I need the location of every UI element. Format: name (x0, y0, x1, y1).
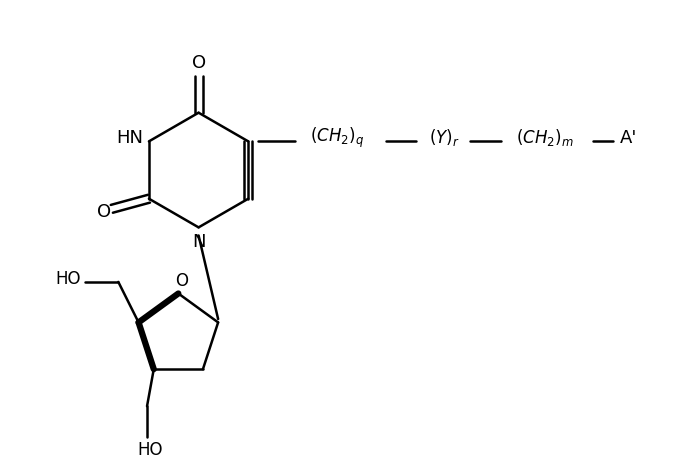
Text: $(CH_2)_m$: $(CH_2)_m$ (516, 127, 573, 149)
Text: O: O (192, 55, 205, 73)
Text: O: O (175, 272, 188, 290)
Text: A': A' (619, 129, 636, 147)
Text: HO: HO (55, 269, 81, 287)
Text: $(Y)_r$: $(Y)_r$ (429, 127, 460, 149)
Text: HN: HN (117, 129, 144, 147)
Text: $(CH_2)_q$: $(CH_2)_q$ (310, 126, 364, 150)
Text: O: O (96, 203, 111, 221)
Text: N: N (192, 233, 205, 251)
Text: HO: HO (137, 441, 163, 459)
